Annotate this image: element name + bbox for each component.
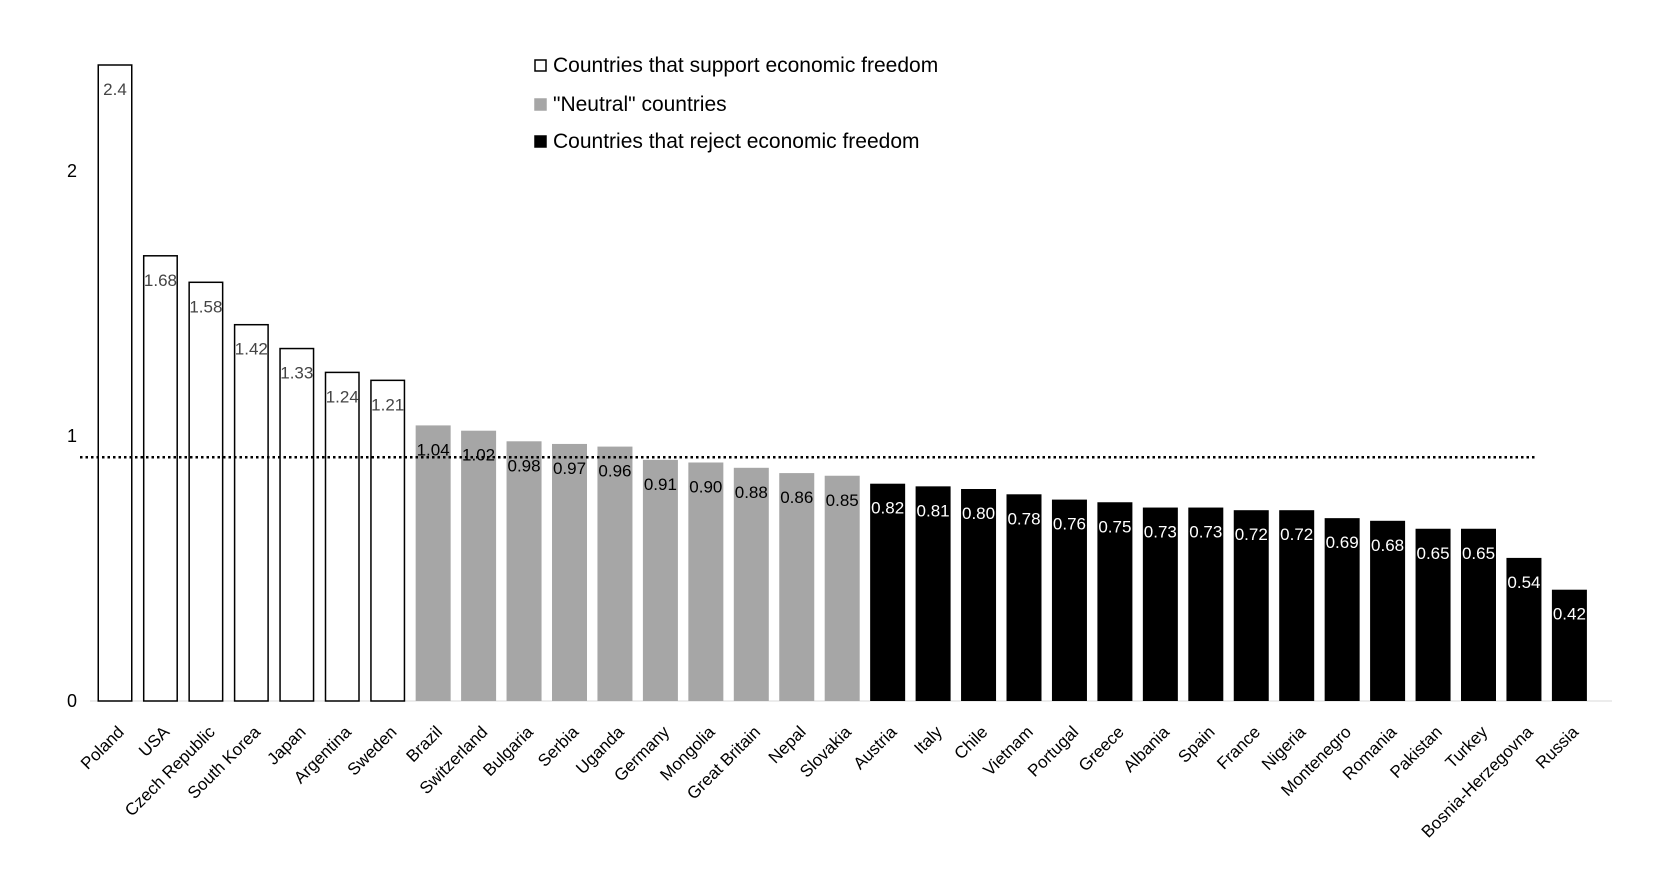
bar [870,483,906,701]
category-label: Brazil [402,722,445,765]
category-label: Austria [850,722,901,773]
category-label: Bulgaria [479,722,537,780]
category-label: Greece [1075,722,1128,775]
data-label: 0.82 [871,499,904,518]
bar [1551,589,1587,701]
bar [1188,507,1224,701]
bar [779,473,815,701]
bar [370,379,406,702]
data-label: 2.4 [103,80,127,99]
bar [642,459,678,701]
data-label: 0.68 [1371,536,1404,555]
data-label: 0.69 [1326,533,1359,552]
bar [1415,528,1451,701]
data-label: 0.91 [644,475,677,494]
bar [233,323,269,702]
bar [824,475,860,701]
data-label: 1.42 [235,340,268,359]
bar [1506,557,1542,701]
bar [415,425,451,701]
legend-swatch [534,135,547,148]
data-label: 0.90 [689,478,722,497]
y-tick-label: 0 [67,691,77,711]
data-label: 0.97 [553,459,586,478]
category-label: Portugal [1024,722,1082,780]
data-label: 1.02 [462,446,495,465]
data-label: 0.72 [1280,525,1313,544]
legend-label: "Neutral" countries [553,93,727,116]
data-label: 0.73 [1189,523,1222,542]
bar [1097,502,1133,701]
bar [461,430,497,701]
bar [324,371,360,702]
bar [1279,510,1315,701]
bar [733,467,769,701]
data-label: 1.33 [280,364,313,383]
bar [506,441,542,701]
data-label: 0.85 [826,491,859,510]
bar [1006,494,1042,701]
category-label: Slovakia [796,722,855,781]
bar [1051,499,1087,701]
bar [1370,520,1406,701]
data-label: 0.98 [508,456,541,475]
data-label: 0.86 [780,488,813,507]
category-label: Albania [1120,722,1174,776]
data-label: 0.75 [1098,517,1131,536]
bar [97,64,133,702]
data-label: 1.58 [189,297,222,316]
legend-swatch [534,98,547,111]
data-label: 1.04 [417,440,450,459]
category-label: Sweden [344,722,401,779]
data-label: 0.54 [1507,573,1540,592]
y-tick-label: 1 [67,426,77,446]
data-label: 0.81 [917,501,950,520]
data-label: 1.24 [326,387,359,406]
data-label: 0.76 [1053,515,1086,534]
data-label: 0.72 [1235,525,1268,544]
legend-label: Countries that reject economic freedom [553,130,920,153]
bar [597,446,633,701]
y-tick-label: 2 [67,161,77,181]
data-label: 1.68 [144,271,177,290]
data-label: 0.80 [962,504,995,523]
category-label: Russia [1532,722,1583,773]
bar [552,443,587,701]
bar [915,486,951,701]
data-label: 1.21 [371,395,404,414]
data-label: 0.96 [598,462,631,481]
category-label: Poland [77,722,128,773]
bar [1324,518,1360,701]
data-label: 0.78 [1007,509,1040,528]
bar [188,281,224,702]
bar [1142,507,1178,701]
data-label: 0.88 [735,483,768,502]
category-label: Italy [910,722,946,758]
bar [688,462,724,701]
bar [961,489,997,701]
bar [1461,528,1496,701]
legend-swatch [534,59,547,72]
data-label: 0.73 [1144,523,1177,542]
bar [279,347,315,702]
bar [1233,510,1269,701]
bar [142,255,178,702]
category-label: Chile [951,722,992,763]
data-label: 0.65 [1417,544,1450,563]
data-label: 0.42 [1553,605,1586,624]
category-label: France [1213,722,1264,773]
category-label: USA [135,722,174,761]
legend-label: Countries that support economic freedom [553,54,938,77]
data-label: 0.65 [1462,544,1495,563]
